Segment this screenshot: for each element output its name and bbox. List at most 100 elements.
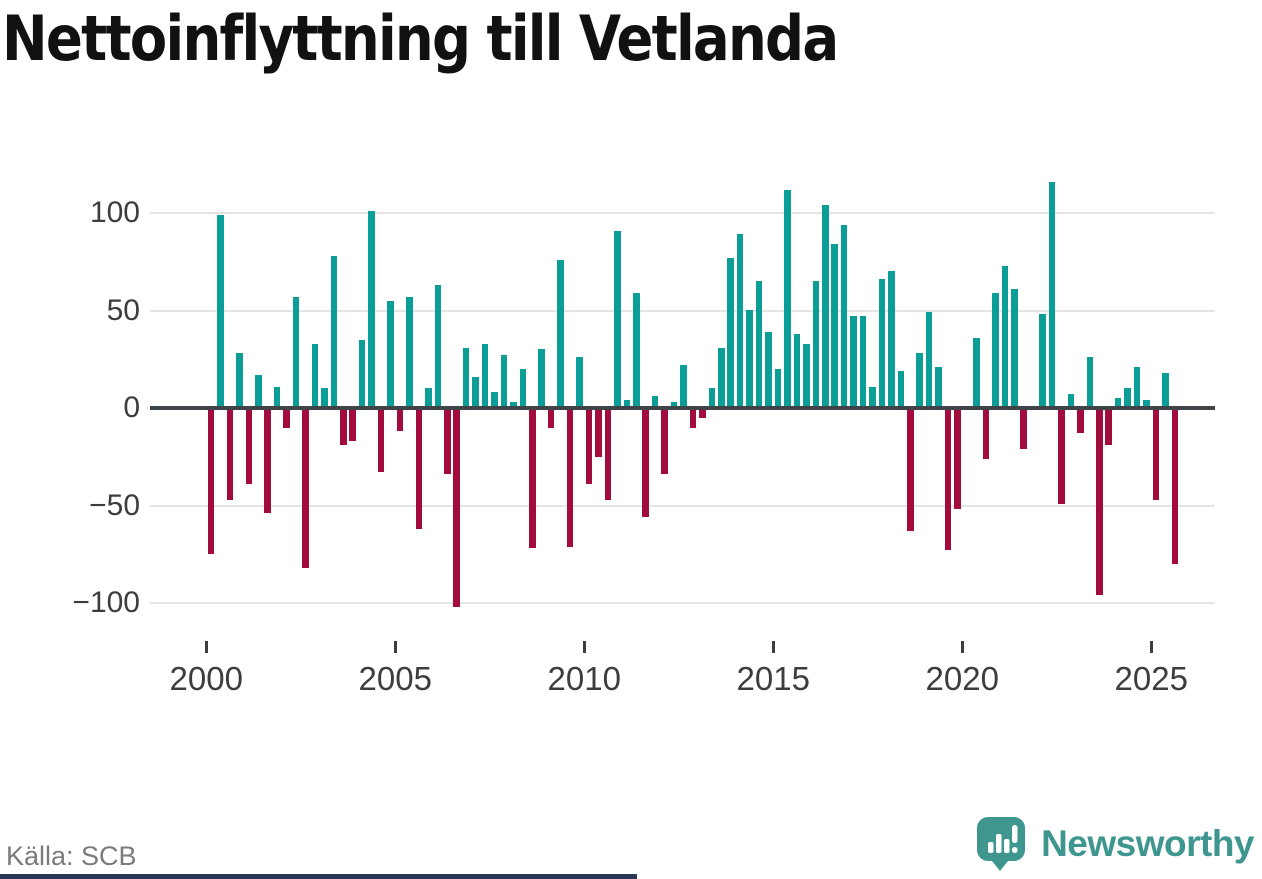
bar-positive [1001,265,1009,406]
bar-positive [387,300,394,406]
bar-negative [1058,410,1065,504]
bar-negative [377,410,385,473]
bar-positive [793,333,801,406]
bar-positive [1048,181,1056,406]
x-axis-year-label: 2020 [925,660,999,697]
source-note: Källa: SCB [6,841,137,871]
bar-positive [670,402,678,406]
bar-negative [982,410,990,459]
bar-positive [236,353,243,406]
x-axis-tick [204,641,208,653]
bar-positive [434,285,442,406]
bar-positive [481,343,489,406]
bar-positive [727,257,735,406]
bar-positive [462,347,470,406]
bar-positive [519,368,527,406]
bar-negative [207,410,215,555]
bar-negative [699,410,706,418]
bar-positive [736,234,744,406]
bar-negative [453,410,460,607]
bar-positive [1086,357,1094,406]
bar-negative [226,410,234,500]
bar-negative [585,410,593,485]
brand-name: Newsworthy [1041,823,1254,864]
y-axis-tick-label: −50 [89,488,140,522]
y-axis-tick-label: 0 [123,391,140,424]
bar-negative [547,410,555,428]
x-axis-year-label: 2015 [736,660,810,697]
bar-positive [1143,400,1150,406]
bar-positive [651,396,659,406]
bar-positive [840,224,848,406]
bar-positive [803,343,810,406]
x-axis-zero-line [150,406,1215,410]
bar-positive [273,386,281,406]
y-gridline [150,309,1215,312]
bar-positive [973,337,980,406]
bar-positive [916,353,924,406]
bar-positive [576,357,583,406]
bar-negative [907,410,914,531]
bar-negative [349,410,357,442]
bar-positive [1162,372,1169,406]
bar-positive [1133,367,1141,406]
bar-positive [472,376,479,406]
bar-negative [1152,410,1160,500]
bar-positive [774,368,782,406]
bar-negative [529,410,536,549]
bar-positive [311,343,319,406]
bar-positive [708,388,716,406]
x-axis-tick [1149,641,1153,653]
bar-positive [765,331,772,406]
bar-positive [632,292,640,406]
bar-positive [406,296,413,406]
bar-positive [897,370,905,406]
bar-positive [935,367,942,406]
bar-positive [358,339,366,406]
x-axis-year-label: 2025 [1114,660,1188,697]
bar-positive [368,211,375,406]
bar-positive [1039,314,1046,406]
bar-negative [604,410,612,500]
bar-positive [831,244,838,406]
x-axis-year-label: 2000 [169,660,243,697]
y-gridline [150,602,1215,604]
bar-positive [1067,394,1075,406]
bar-negative [1077,410,1084,434]
bar-positive [869,386,876,406]
bar-negative [302,410,309,568]
bar-positive [321,388,328,406]
bar-positive [878,279,886,406]
bar-positive [888,271,895,406]
bar-positive [500,355,508,406]
bar-positive [217,214,224,406]
bar-positive [1114,398,1122,406]
bar-positive [557,259,564,406]
bar-positive [1010,289,1018,406]
y-axis-tick-label: 50 [106,293,140,327]
bar-positive [330,255,338,406]
chart-title: Nettoinflyttning till Vetlanda [2,2,839,75]
bar-positive [821,205,829,406]
x-axis-year-label: 2005 [358,660,432,697]
bar-positive [784,189,791,406]
bar-positive [254,374,262,406]
plot-area: 100 50 0 −50 −100 2000 2005 2010 2015 2020 2025 [72,181,1215,697]
bar-positive [925,312,933,406]
bar-positive [510,402,517,406]
bar-negative [1171,410,1179,565]
bar-negative [415,410,423,529]
bar-negative [944,410,952,551]
newsworthy-logo-icon [977,816,1027,872]
bar-positive [614,230,621,406]
bar-positive [812,281,820,406]
bar-positive [491,392,498,406]
bar-negative [283,410,290,428]
bar-negative [245,410,253,485]
bar-negative [595,410,602,457]
bar-positive [680,365,687,406]
bar-negative [1105,410,1113,446]
x-axis-tick [771,641,775,653]
y-gridline [150,212,1215,214]
